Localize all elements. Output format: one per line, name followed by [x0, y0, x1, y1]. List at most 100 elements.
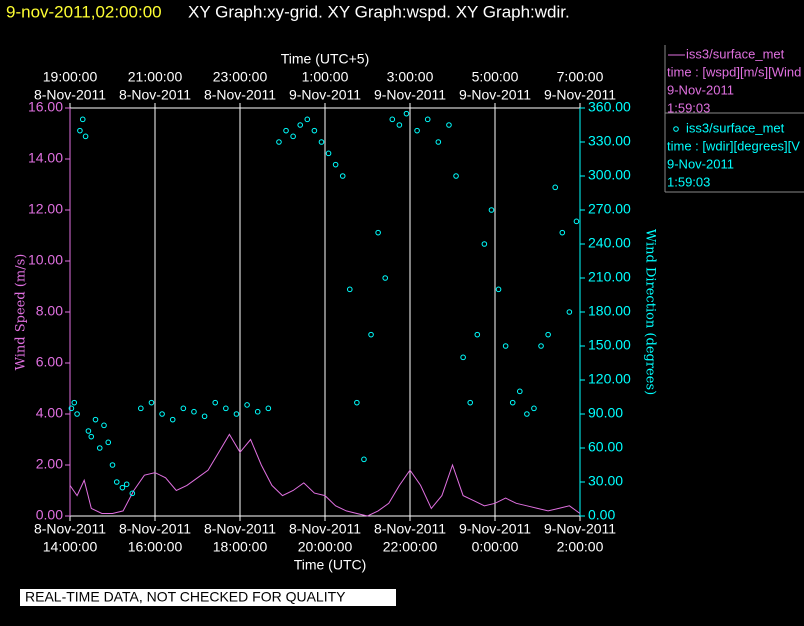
direction-point [77, 127, 83, 134]
direction-point [212, 399, 219, 406]
legend-swatch [673, 126, 679, 132]
y2-tick-label: 330.00 [588, 133, 631, 149]
direction-point [481, 241, 488, 247]
footer-note: REAL-TIME DATA, NOT CHECKED FOR QUALITY [25, 589, 346, 605]
direction-point [113, 479, 120, 485]
direction-point [129, 490, 136, 497]
y2-axis-title: Wind Direction (degrees) [643, 229, 658, 395]
legend-detail: time : [wdir][degrees][V [667, 138, 800, 153]
x-tick-label: 16:00:00 [128, 539, 183, 555]
direction-point [368, 331, 374, 338]
direction-point [559, 229, 566, 236]
direction-point [332, 161, 339, 168]
timestamp: 9-nov-2011,02:00:00 [6, 2, 162, 21]
direction-point [396, 122, 403, 128]
x2-tick-label: 8-Nov-2011 [34, 87, 106, 103]
y2-tick-label: 300.00 [588, 167, 631, 183]
y-tick-label: 8.00 [36, 303, 63, 319]
x-tick-label: 20:00:00 [298, 539, 353, 555]
direction-point [71, 399, 78, 406]
x2-tick-label: 9-Nov-2011 [374, 87, 446, 103]
x2-axis-title: Time (UTC+5) [281, 51, 370, 67]
direction-point [82, 133, 89, 140]
x-tick-label: 2:00:00 [557, 539, 604, 555]
direction-point [101, 422, 107, 429]
direction-point [304, 116, 311, 123]
direction-point [389, 116, 396, 123]
y2-tick-label: 150.00 [588, 337, 631, 353]
x-tick-label: 8-Nov-2011 [204, 521, 276, 537]
x2-tick-label: 9-Nov-2011 [289, 87, 361, 103]
direction-point [488, 207, 495, 213]
direction-point [148, 399, 155, 406]
speed-line [69, 433, 581, 517]
direction-point [290, 133, 296, 140]
direction-point [105, 439, 112, 446]
x-tick-label: 8-Nov-2011 [119, 521, 191, 537]
direction-point [68, 405, 75, 412]
x-tick-label: 22:00:00 [383, 539, 438, 555]
y2-tick-label: 360.00 [588, 99, 631, 115]
direction-point [283, 127, 289, 134]
y-tick-label: 4.00 [36, 405, 63, 421]
y2-tick-label: 60.00 [588, 439, 623, 455]
legend-detail: 1:59:03 [667, 100, 710, 115]
y2-tick-label: 240.00 [588, 235, 631, 251]
y-axis-title: Wind Speed (m/s) [14, 254, 29, 371]
x-tick-label: 8-Nov-2011 [374, 521, 446, 537]
direction-point [531, 405, 537, 412]
y2-tick-label: 180.00 [588, 303, 631, 319]
y2-tick-label: 210.00 [588, 269, 631, 285]
direction-point [92, 416, 99, 423]
direction-point [414, 127, 420, 134]
y-tick-label: 16.00 [28, 99, 63, 115]
direction-point [502, 343, 509, 349]
direction-point [159, 411, 165, 417]
direction-point [516, 388, 523, 395]
y2-tick-label: 30.00 [588, 473, 623, 489]
x-tick-label: 18:00:00 [213, 539, 268, 555]
direction-point [297, 122, 304, 128]
direction-point [169, 416, 176, 423]
direction-point [460, 354, 466, 361]
y-tick-label: 2.00 [36, 456, 63, 472]
direction-point [191, 408, 197, 415]
x2-tick-label: 5:00:00 [472, 69, 519, 85]
direction-point [573, 218, 580, 225]
legend-detail: 1:59:03 [667, 174, 710, 189]
x-axis-title: Time (UTC) [294, 557, 367, 573]
x-tick-label: 14:00:00 [43, 539, 98, 555]
legend-detail: time : [wspd][m/s][Wind [667, 64, 801, 79]
y-tick-label: 10.00 [28, 252, 63, 268]
x2-tick-label: 1:00:00 [302, 69, 349, 85]
direction-point [311, 127, 318, 134]
direction-point [566, 309, 573, 315]
direction-point [545, 331, 551, 338]
direction-point [138, 405, 144, 412]
x2-tick-label: 23:00:00 [213, 69, 268, 85]
direction-point [201, 413, 208, 420]
x2-tick-label: 9-Nov-2011 [459, 87, 531, 103]
direction-point [467, 399, 474, 406]
direction-point [346, 286, 353, 293]
legend-label: iss3/surface_met [686, 120, 785, 135]
x-tick-label: 8-Nov-2011 [34, 521, 106, 537]
x2-tick-label: 7:00:00 [557, 69, 604, 85]
direction-point [339, 173, 346, 179]
x2-tick-label: 8-Nov-2011 [119, 87, 191, 103]
y-tick-label: 14.00 [28, 150, 63, 166]
legend-detail: 9-Nov-2011 [667, 156, 734, 171]
direction-point [79, 116, 86, 123]
direction-point [276, 139, 282, 145]
direction-point [325, 150, 332, 157]
direction-point [318, 139, 325, 145]
direction-point [538, 343, 544, 349]
direction-point [88, 433, 95, 440]
direction-point [453, 173, 459, 179]
footer-box [20, 589, 396, 606]
direction-point [435, 139, 442, 145]
direction-point [265, 405, 272, 412]
direction-point [119, 484, 126, 491]
